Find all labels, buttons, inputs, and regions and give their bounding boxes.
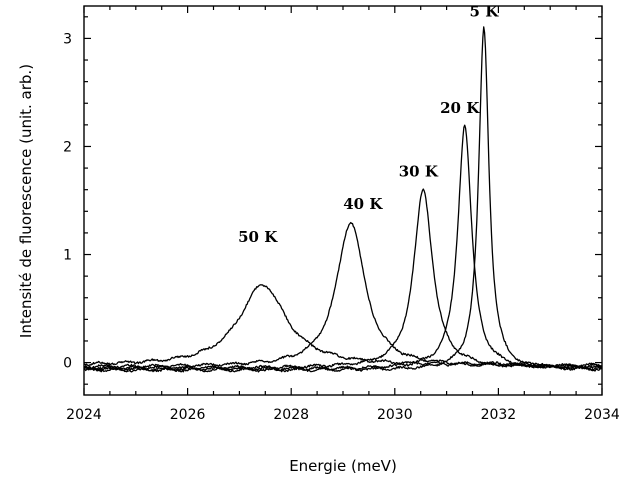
- peak-label: 50 K: [238, 228, 278, 246]
- series-line-50k: [83, 284, 603, 368]
- y-tick-label: 3: [63, 31, 72, 47]
- x-tick-label: 2034: [584, 407, 620, 423]
- series-line-30k: [83, 188, 603, 371]
- x-tick-label: 2026: [170, 407, 206, 423]
- y-tick-label: 1: [63, 248, 72, 264]
- peak-label: 5 K: [470, 3, 500, 21]
- series-line-40k: [83, 221, 603, 369]
- x-tick-label: 2028: [273, 407, 309, 423]
- y-axis-title: Intensité de fluorescence (unit. arb.): [17, 64, 35, 338]
- labels-group: 5 K 20 K 30 K 40 K 50 K: [238, 3, 499, 246]
- x-tick-label: 2032: [481, 407, 517, 423]
- y-tick-label: 0: [63, 356, 72, 372]
- peak-label: 30 K: [399, 163, 439, 181]
- y-tick-label: 2: [63, 139, 72, 155]
- ticks-group: 2024 2026 2028 2030 2032 2034 0 1 2 3: [63, 6, 620, 423]
- peak-label: 40 K: [343, 195, 383, 213]
- curves-group: [83, 26, 603, 373]
- series-line-20k: [83, 124, 603, 372]
- x-tick-label: 2024: [66, 407, 102, 423]
- x-tick-label: 2030: [377, 407, 413, 423]
- peak-label: 20 K: [440, 99, 480, 117]
- x-axis-title: Energie (meV): [289, 457, 397, 475]
